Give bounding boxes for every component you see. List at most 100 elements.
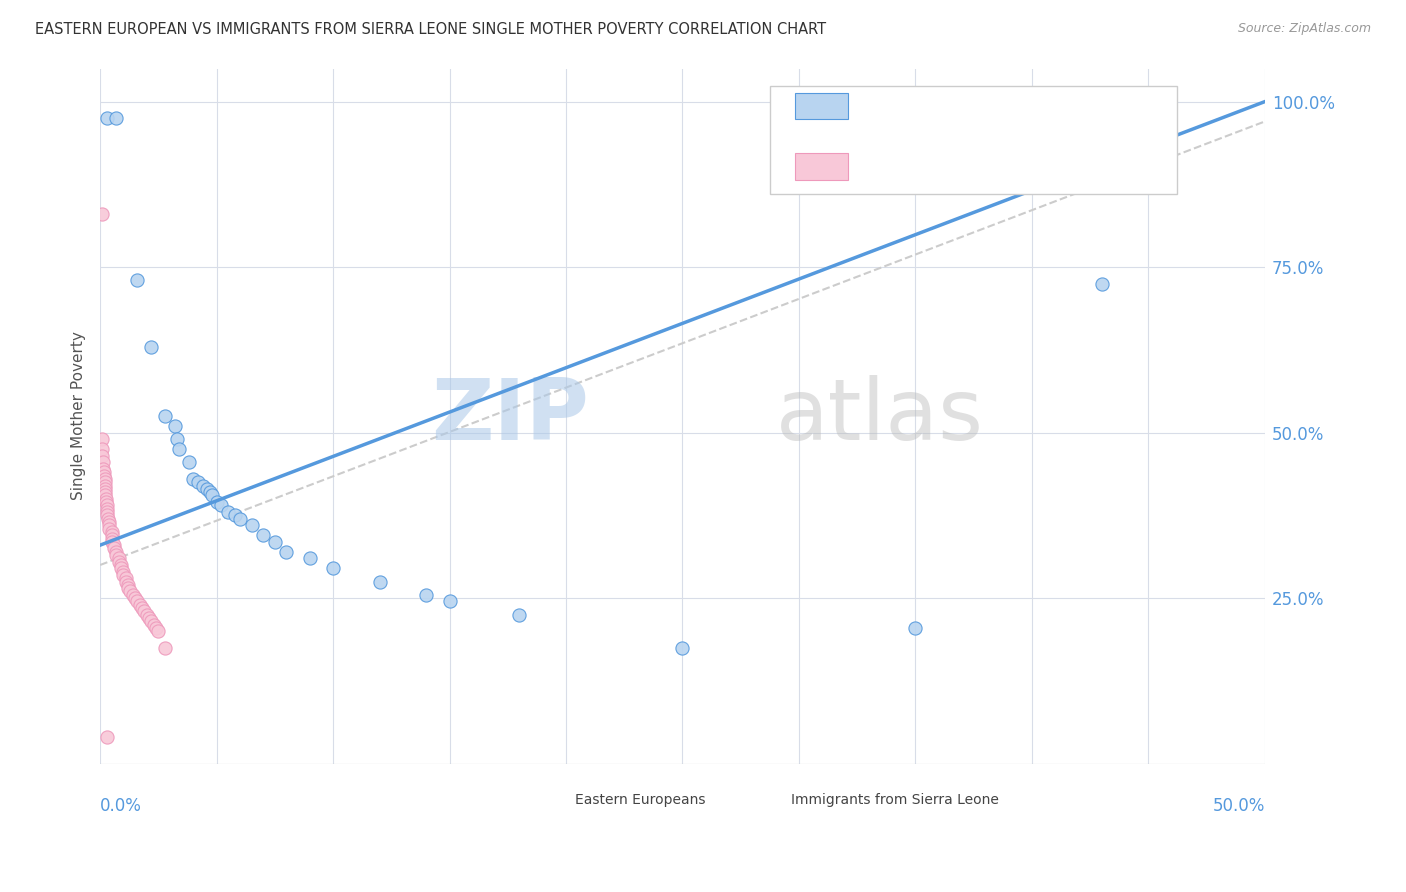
Text: 50.0%: 50.0% xyxy=(1212,797,1265,815)
Point xyxy=(94,495,117,509)
Point xyxy=(117,578,139,592)
Point xyxy=(145,621,167,635)
Point xyxy=(96,508,118,523)
Point xyxy=(93,468,115,483)
Point xyxy=(240,518,263,533)
Point xyxy=(94,475,117,490)
Point xyxy=(195,482,218,496)
Point xyxy=(107,555,129,569)
Point xyxy=(96,499,118,513)
Point xyxy=(135,607,157,622)
Point xyxy=(98,515,121,529)
Point xyxy=(187,475,209,490)
Point xyxy=(217,505,239,519)
Point xyxy=(276,545,298,559)
Point xyxy=(131,601,153,615)
Point xyxy=(671,640,693,655)
Point xyxy=(97,511,120,525)
Point xyxy=(128,598,150,612)
Point xyxy=(368,574,391,589)
Point xyxy=(439,594,461,608)
Point xyxy=(138,611,160,625)
Text: Immigrants from Sierra Leone: Immigrants from Sierra Leone xyxy=(790,793,998,807)
Text: 0.0%: 0.0% xyxy=(100,797,142,815)
Point xyxy=(94,482,117,496)
Point xyxy=(205,495,228,509)
Point xyxy=(112,568,135,582)
Point xyxy=(191,478,214,492)
Point xyxy=(177,455,200,469)
Point xyxy=(96,730,118,744)
Point xyxy=(169,442,191,457)
Text: Eastern Europeans: Eastern Europeans xyxy=(575,793,706,807)
Bar xyxy=(543,791,568,809)
Point xyxy=(322,561,344,575)
Point xyxy=(94,485,117,500)
Point xyxy=(298,551,321,566)
Point xyxy=(252,528,274,542)
Point xyxy=(110,558,132,572)
Point xyxy=(100,534,122,549)
Point xyxy=(134,604,156,618)
Point xyxy=(91,207,114,221)
Point xyxy=(103,541,125,556)
Point xyxy=(904,621,927,635)
Text: EASTERN EUROPEAN VS IMMIGRANTS FROM SIERRA LEONE SINGLE MOTHER POVERTY CORRELATI: EASTERN EUROPEAN VS IMMIGRANTS FROM SIER… xyxy=(35,22,827,37)
Point xyxy=(141,340,163,354)
Point xyxy=(127,273,149,287)
Point xyxy=(91,432,114,446)
Point xyxy=(91,442,114,457)
Point xyxy=(91,449,114,463)
Point xyxy=(100,532,122,546)
Point xyxy=(209,499,232,513)
Point xyxy=(110,561,132,575)
Point xyxy=(141,614,163,628)
Point xyxy=(229,511,252,525)
Point xyxy=(103,538,125,552)
Y-axis label: Single Mother Poverty: Single Mother Poverty xyxy=(72,332,86,500)
Bar xyxy=(758,791,783,809)
Point xyxy=(155,640,177,655)
Point xyxy=(105,545,128,559)
Text: ZIP: ZIP xyxy=(432,375,589,458)
Point xyxy=(124,591,146,606)
Point xyxy=(112,565,135,579)
Point xyxy=(98,518,121,533)
Point xyxy=(201,488,224,502)
Point xyxy=(91,462,114,476)
Point xyxy=(107,551,129,566)
Point xyxy=(98,522,121,536)
Point xyxy=(94,488,117,502)
FancyBboxPatch shape xyxy=(770,86,1177,194)
Point xyxy=(263,534,285,549)
Point xyxy=(91,455,114,469)
Point xyxy=(114,571,136,585)
Point xyxy=(100,524,122,539)
Point xyxy=(127,594,149,608)
Point xyxy=(96,501,118,516)
Point xyxy=(163,419,186,434)
Point xyxy=(93,466,115,480)
Point xyxy=(198,485,221,500)
Point xyxy=(1091,277,1114,291)
Text: R = 0.550   N = 34: R = 0.550 N = 34 xyxy=(859,97,1029,115)
Point xyxy=(105,111,128,125)
Text: R =  0.219   N = 57: R = 0.219 N = 57 xyxy=(859,158,1036,176)
Point xyxy=(114,574,136,589)
Point xyxy=(100,528,122,542)
Bar xyxy=(796,93,848,120)
Point xyxy=(508,607,530,622)
Point xyxy=(224,508,246,523)
Point xyxy=(142,617,165,632)
Point xyxy=(121,588,143,602)
Point xyxy=(96,111,118,125)
Point xyxy=(120,584,142,599)
Point xyxy=(96,505,118,519)
Text: atlas: atlas xyxy=(776,375,984,458)
Point xyxy=(181,472,204,486)
Point xyxy=(166,432,188,446)
Point xyxy=(94,472,117,486)
Text: Source: ZipAtlas.com: Source: ZipAtlas.com xyxy=(1237,22,1371,36)
Point xyxy=(415,588,437,602)
Point xyxy=(117,581,139,595)
